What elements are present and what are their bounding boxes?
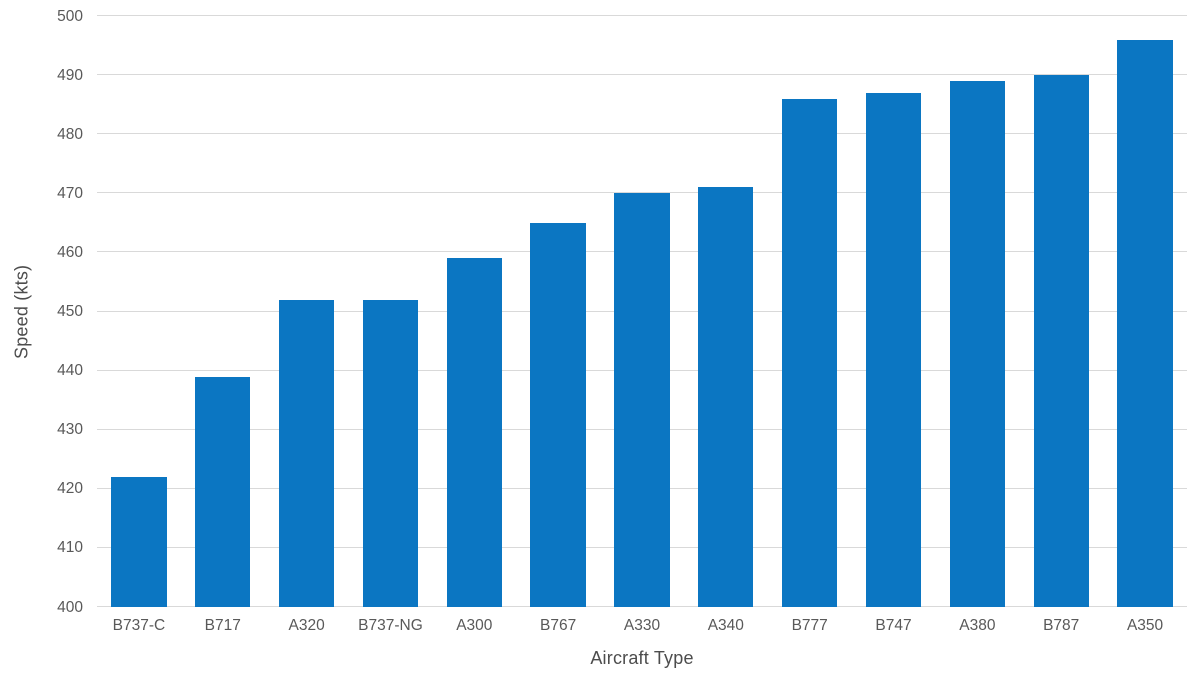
x-axis-title: Aircraft Type: [590, 648, 694, 668]
bar: [1117, 39, 1173, 607]
x-tick-label: B787: [1043, 617, 1080, 634]
y-tick-label: 430: [57, 420, 83, 438]
x-tick-label: A330: [623, 617, 661, 634]
y-tick-label: 420: [57, 480, 83, 498]
y-tick-label: 490: [57, 66, 83, 84]
y-tick-label: 400: [57, 598, 83, 616]
y-tick-label: 410: [57, 539, 83, 557]
bar-slot: [1019, 16, 1103, 607]
bar-slot: [684, 16, 768, 607]
x-tick-label: B717: [204, 617, 241, 634]
x-tick-label: B747: [875, 617, 912, 634]
bar-slot: [349, 16, 433, 607]
bar: [111, 476, 167, 607]
bar: [782, 98, 838, 607]
y-axis-tick-labels: 400 410 420 430 440 450 460 470 480 490 500: [0, 8, 83, 614]
plot-area: [97, 15, 1187, 607]
bar: [362, 299, 419, 607]
bar: [698, 187, 754, 607]
bar: [278, 299, 335, 607]
bar: [195, 376, 251, 607]
x-tick-label: B767: [540, 617, 577, 634]
y-tick-label: 450: [57, 302, 83, 320]
bar: [446, 258, 502, 607]
y-tick-label: 500: [57, 7, 83, 25]
y-tick-label: 480: [57, 125, 83, 143]
y-tick-label: 440: [57, 361, 83, 379]
x-tick-label: B737-NG: [358, 617, 423, 634]
bar-slot: [516, 16, 600, 607]
y-tick-label: 460: [57, 243, 83, 261]
x-tick-label: A350: [1126, 617, 1164, 634]
bar: [949, 81, 1006, 607]
x-tick-label: B737-C: [112, 617, 166, 634]
bar-slot: [97, 16, 181, 607]
gridline: [97, 74, 1187, 76]
bar-slot: [935, 16, 1019, 607]
x-tick-label: A300: [456, 617, 493, 634]
gridline: [97, 133, 1187, 135]
x-tick-label: A380: [959, 617, 996, 634]
x-tick-label: A340: [707, 617, 744, 634]
gridline: [97, 15, 1187, 16]
gridline: [97, 192, 1187, 194]
bar: [530, 222, 586, 607]
bar-slot: [1103, 16, 1187, 607]
bar-slot: [768, 16, 852, 607]
bar: [614, 193, 670, 607]
x-tick-label: B777: [791, 617, 828, 634]
bar: [865, 92, 922, 607]
x-axis-tick-labels: B737-C B717 A320 B737-NG A300 B767 A330 A340 B77…: [97, 617, 1187, 636]
bar-slot: [600, 16, 684, 607]
bar-slot: [181, 16, 265, 607]
bar-slot: [432, 16, 516, 607]
x-tick-label: A320: [288, 617, 325, 634]
y-tick-label: 470: [57, 184, 83, 202]
bar-slot: [265, 16, 349, 607]
bar-slot: [852, 16, 936, 607]
bar: [1033, 75, 1089, 607]
